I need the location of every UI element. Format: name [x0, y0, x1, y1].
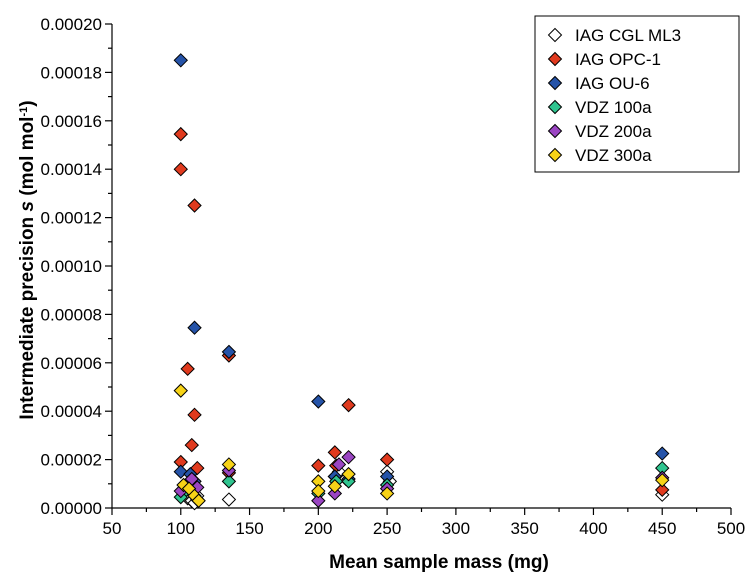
legend-label: IAG CGL ML3: [575, 26, 681, 45]
legend-marker: [547, 27, 563, 43]
x-tick-label: 200: [304, 519, 332, 538]
y-tick-label: 0.00014: [41, 160, 102, 179]
legend: IAG CGL ML3 IAG OPC-1 IAG OU-6 VDZ 100a VDZ …: [534, 15, 740, 173]
data-point: [191, 493, 206, 508]
series-vdz-200a: [173, 449, 670, 508]
data-point: [190, 460, 205, 476]
data-point: [341, 449, 356, 465]
legend-marker: [547, 75, 563, 91]
y-axis-title: Intermediate precision s (mol mol-1): [17, 100, 38, 419]
data-point: [341, 474, 356, 489]
x-tick-label: 450: [648, 519, 676, 538]
data-points: [173, 53, 670, 511]
data-point: [187, 407, 202, 423]
y-axis-title-unit: (mol mol: [17, 117, 38, 201]
series-iag-opc-1: [173, 126, 670, 498]
y-axis-title-close: ): [17, 100, 38, 106]
series-vdz-300a: [173, 383, 670, 508]
legend-label: VDZ 200a: [575, 122, 652, 141]
data-point: [311, 394, 326, 409]
data-point: [655, 482, 670, 498]
data-point: [327, 486, 343, 501]
x-tick-label: 300: [442, 519, 470, 538]
data-point: [221, 457, 237, 472]
y-tick-label: 0.00000: [41, 499, 102, 518]
x-tick-label: 350: [510, 519, 538, 538]
x-tick-label: 250: [373, 519, 401, 538]
y-tick-label: 0.00002: [41, 451, 102, 470]
legend-label: IAG OPC-1: [575, 50, 661, 69]
legend-label: VDZ 300a: [575, 146, 652, 165]
legend-marker: [547, 99, 563, 115]
x-tick-label: 50: [103, 519, 122, 538]
data-point: [331, 457, 347, 472]
y-tick-label: 0.00016: [41, 112, 102, 131]
y-axis: 0.00000 0.00002 0.00004 0.00006 0.00008 0.000…: [41, 15, 112, 518]
data-point: [655, 472, 670, 488]
data-point: [173, 161, 188, 177]
y-axis-title-italic: s: [17, 201, 38, 212]
data-point: [311, 458, 326, 473]
y-tick-label: 0.00020: [41, 15, 102, 34]
y-tick-label: 0.00008: [41, 305, 102, 324]
data-point: [221, 474, 237, 489]
legend-label: VDZ 100a: [575, 98, 652, 117]
legend-marker: [547, 123, 563, 139]
legend-label: IAG OU-6: [575, 74, 650, 93]
data-point: [379, 452, 395, 467]
legend-marker: [547, 51, 563, 67]
data-point: [187, 198, 202, 213]
x-tick-label: 500: [717, 519, 745, 538]
data-point: [221, 492, 237, 507]
y-tick-label: 0.00010: [41, 257, 102, 276]
data-point: [180, 361, 195, 377]
x-axis: 50 100 150 200 250 300 350 400 450 500: [103, 508, 745, 538]
data-point: [173, 383, 188, 398]
legend-box: [534, 15, 740, 173]
data-point: [327, 479, 343, 494]
data-point: [379, 486, 395, 501]
data-point: [187, 320, 202, 335]
data-point: [173, 53, 188, 68]
x-tick-label: 150: [235, 519, 263, 538]
data-point: [341, 466, 356, 482]
data-point: [221, 344, 237, 360]
x-tick-label: 100: [167, 519, 195, 538]
y-tick-label: 0.00004: [41, 402, 102, 421]
y-axis-title-text: Intermediate precision: [17, 212, 38, 420]
data-point: [341, 397, 356, 413]
data-point: [173, 126, 188, 142]
x-tick-label: 400: [579, 519, 607, 538]
series-iag-cgl-ml3: [180, 464, 670, 511]
x-axis-title: Mean sample mass (mg): [329, 552, 549, 573]
data-point: [311, 483, 326, 499]
legend-marker: [547, 147, 563, 163]
y-tick-label: 0.00018: [41, 63, 102, 82]
y-tick-label: 0.00012: [41, 209, 102, 228]
data-point: [327, 445, 343, 460]
y-tick-label: 0.00006: [41, 354, 102, 373]
data-point: [311, 493, 326, 508]
series-vdz-100a: [173, 460, 670, 507]
data-point: [173, 464, 188, 479]
data-point: [655, 446, 670, 461]
data-point: [184, 437, 199, 453]
y-axis-title-sup: -1: [18, 107, 30, 117]
